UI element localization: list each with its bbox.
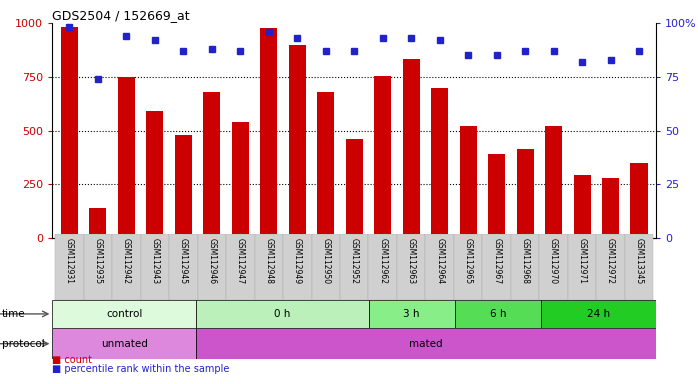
Text: GSM112950: GSM112950 [321,237,330,284]
Text: GSM112967: GSM112967 [492,237,501,284]
Bar [311,234,340,300]
Text: GSM112968: GSM112968 [521,237,530,283]
Text: ■ count: ■ count [52,355,92,365]
Bar [61,27,78,238]
Text: time: time [2,309,26,319]
Text: GSM112963: GSM112963 [407,237,416,284]
Bar [169,234,198,300]
Bar [232,122,249,238]
Bar [596,234,625,300]
Bar [346,139,363,238]
Bar [397,234,426,300]
Text: GDS2504 / 152669_at: GDS2504 / 152669_at [52,9,190,22]
Text: mated: mated [409,339,443,349]
Text: GSM112931: GSM112931 [65,237,74,283]
Bar [283,234,311,300]
Text: control: control [106,309,142,319]
Bar [118,77,135,238]
Text: GSM112935: GSM112935 [94,237,103,284]
Bar [545,126,562,238]
Text: GSM112952: GSM112952 [350,237,359,283]
Text: GSM112970: GSM112970 [549,237,558,284]
Bar [574,175,591,238]
Text: 3 h: 3 h [403,309,420,319]
Bar [52,328,196,359]
Bar [255,234,283,300]
Bar [196,300,369,328]
Bar [454,234,482,300]
Bar [317,92,334,238]
Bar [369,234,397,300]
Bar [289,45,306,238]
Text: 6 h: 6 h [490,309,506,319]
Text: GSM112945: GSM112945 [179,237,188,284]
Bar [196,328,656,359]
Text: GSM112947: GSM112947 [236,237,245,284]
Text: GSM112972: GSM112972 [606,237,615,283]
Bar [459,126,477,238]
Bar [431,88,448,238]
Text: GSM112962: GSM112962 [378,237,387,283]
Text: GSM112964: GSM112964 [435,237,444,284]
Bar [198,234,226,300]
Text: GSM112965: GSM112965 [463,237,473,284]
Text: ■ percentile rank within the sample: ■ percentile rank within the sample [52,364,230,374]
Bar [84,234,112,300]
Bar [89,208,107,238]
Text: GSM112942: GSM112942 [122,237,131,283]
Text: GSM112971: GSM112971 [577,237,586,283]
Text: GSM112943: GSM112943 [150,237,159,284]
Bar [602,178,619,238]
Bar [426,234,454,300]
Bar [174,135,192,238]
Bar [369,300,455,328]
Text: GSM113345: GSM113345 [634,237,644,284]
Text: 0 h: 0 h [274,309,290,319]
Bar [517,149,534,238]
Bar [455,300,541,328]
Bar [374,76,392,238]
Bar [482,234,511,300]
Bar [540,234,568,300]
Bar [625,234,653,300]
Bar [203,92,221,238]
Bar [568,234,596,300]
Bar [488,154,505,238]
Text: GSM112948: GSM112948 [265,237,274,283]
Bar [55,234,84,300]
Bar [226,234,255,300]
Text: GSM112946: GSM112946 [207,237,216,284]
Text: GSM112949: GSM112949 [292,237,302,284]
Bar [52,300,196,328]
Bar [260,28,277,238]
Bar [403,58,419,238]
Bar [112,234,140,300]
Text: protocol: protocol [2,339,45,349]
Text: 24 h: 24 h [587,309,610,319]
Bar [340,234,369,300]
Bar [541,300,656,328]
Bar [630,163,648,238]
Bar [511,234,540,300]
Bar [147,111,163,238]
Bar [140,234,169,300]
Text: unmated: unmated [101,339,148,349]
